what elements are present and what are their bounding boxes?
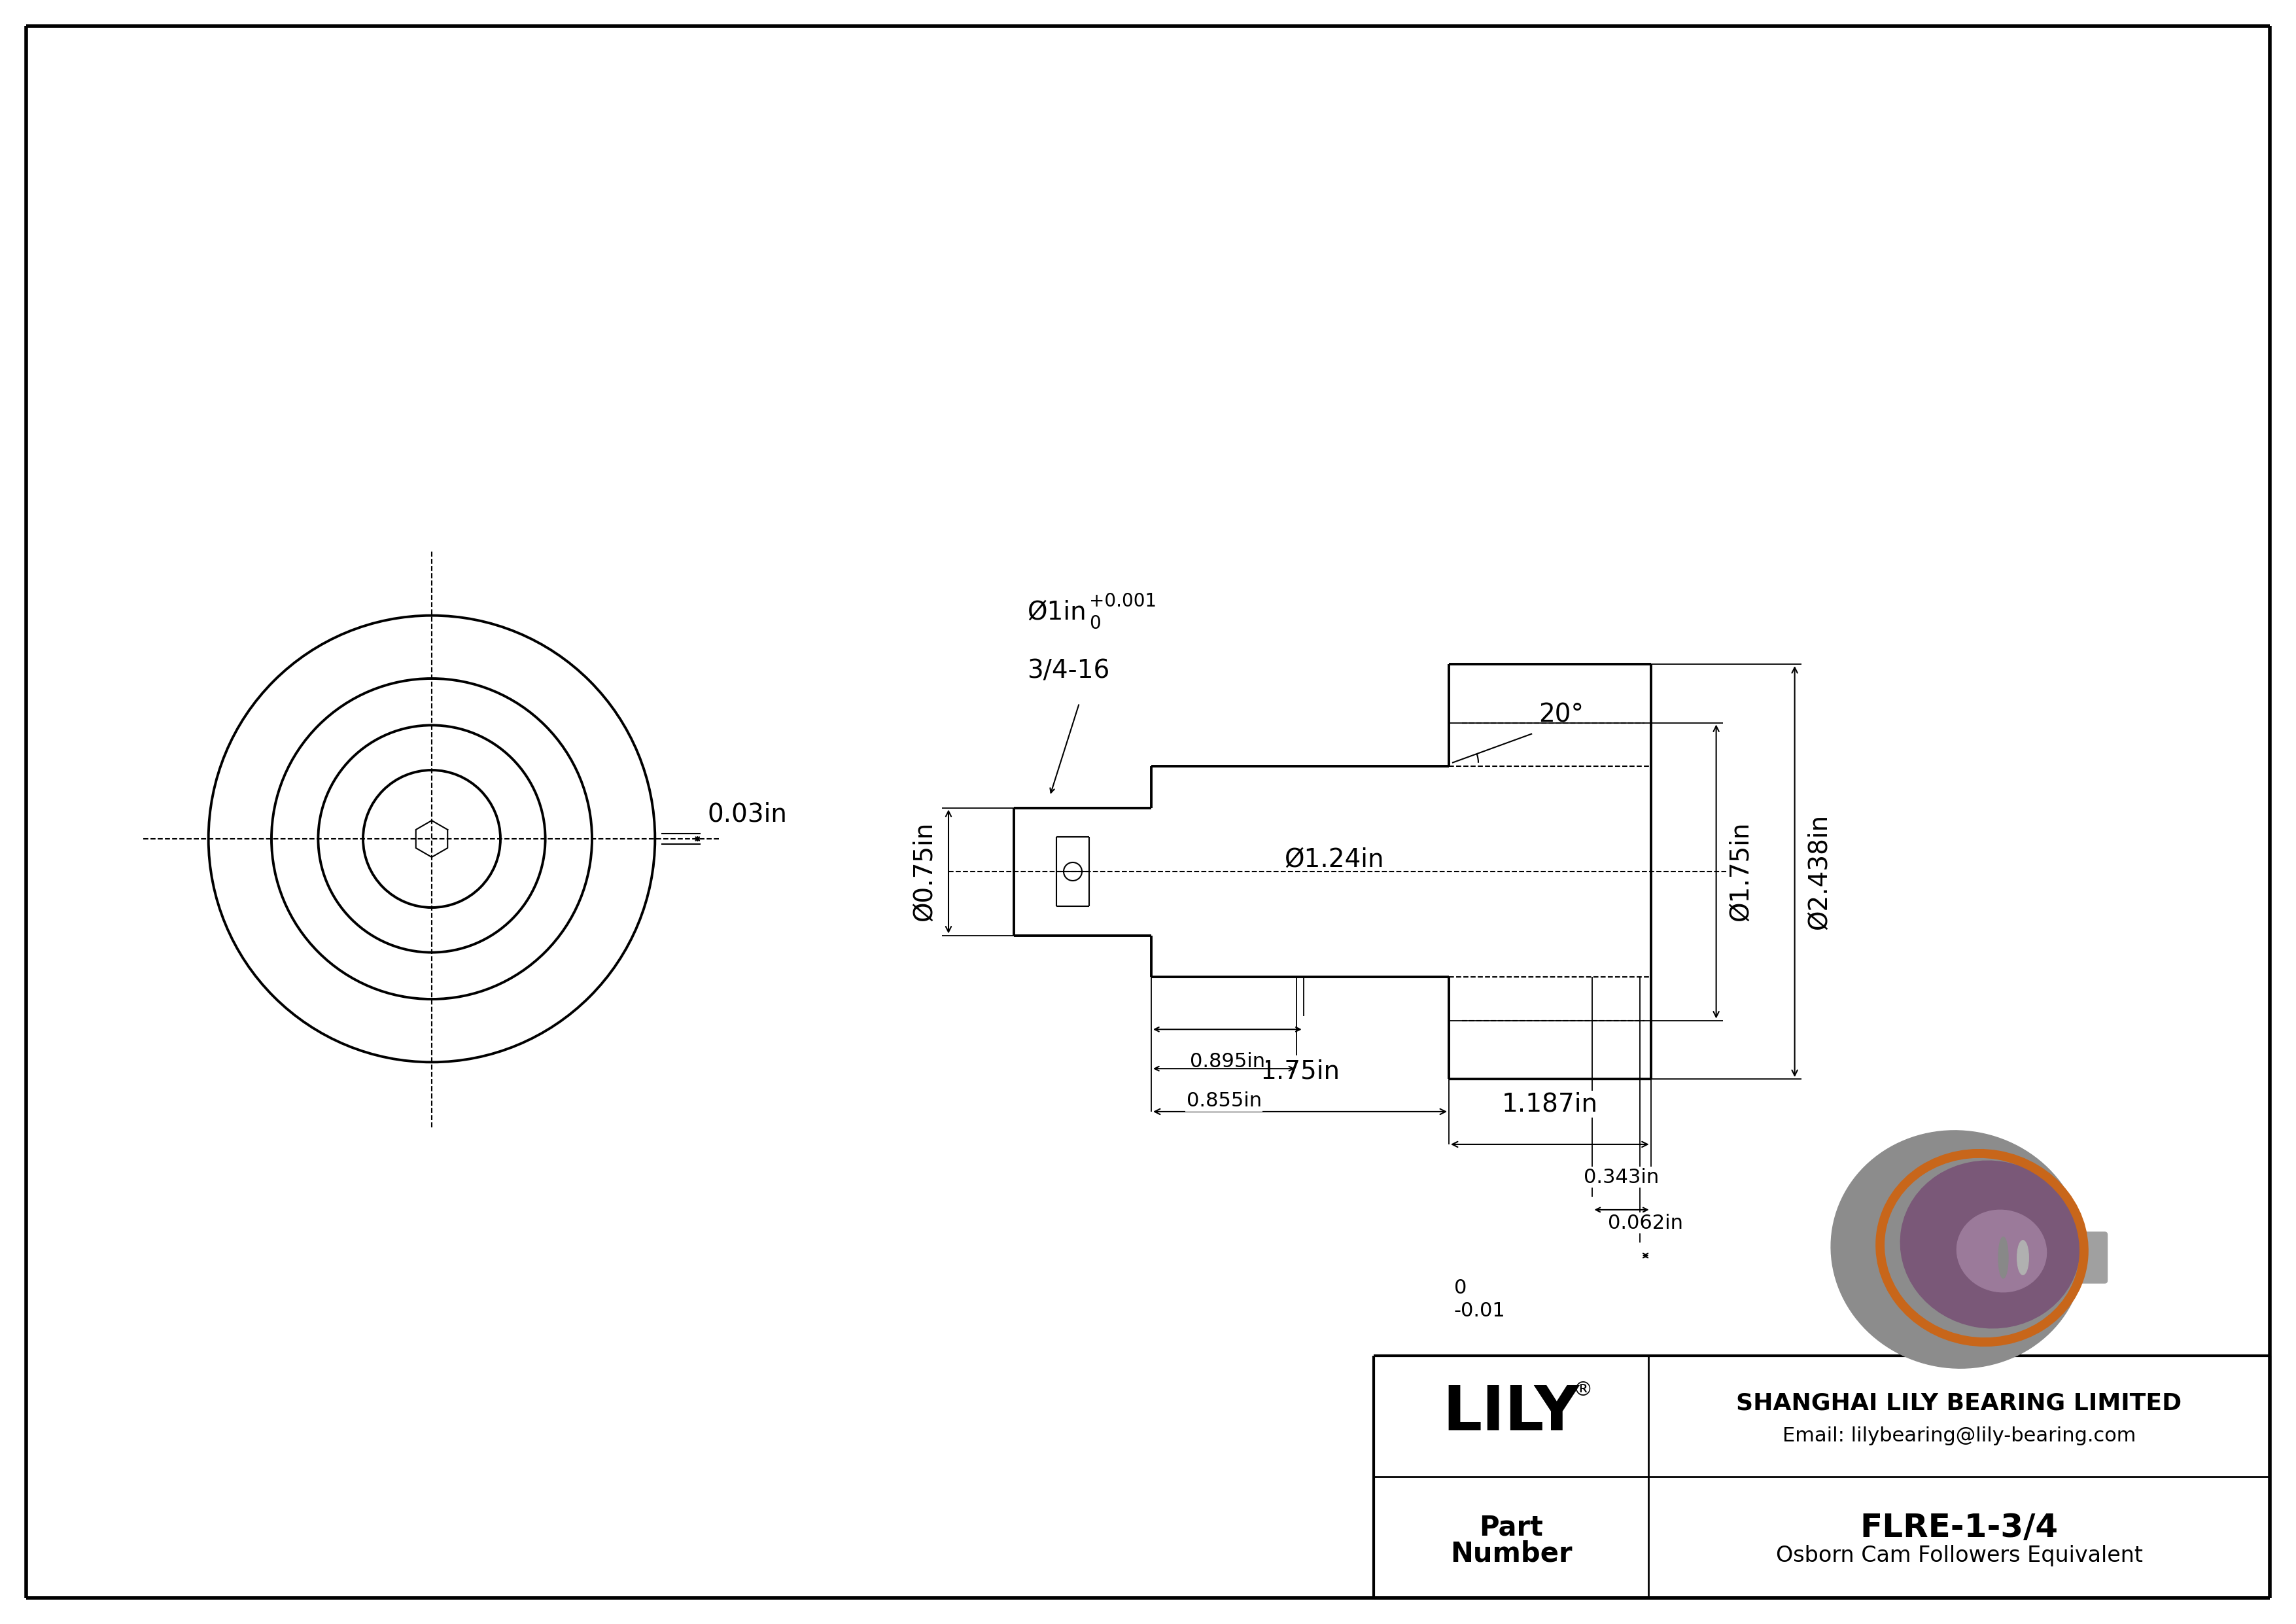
- Ellipse shape: [1830, 1130, 2085, 1369]
- Text: 0.062in: 0.062in: [1607, 1213, 1683, 1233]
- Ellipse shape: [2018, 1241, 2030, 1275]
- Text: Ø2.438in: Ø2.438in: [1807, 814, 1832, 929]
- Text: Ø0.75in: Ø0.75in: [912, 822, 937, 921]
- Text: 0: 0: [1453, 1278, 1467, 1298]
- Text: 0.343in: 0.343in: [1584, 1168, 1660, 1187]
- Text: Email: lilybearing@lily-bearing.com: Email: lilybearing@lily-bearing.com: [1782, 1426, 2135, 1445]
- Ellipse shape: [1998, 1237, 2009, 1278]
- Text: Osborn Cam Followers Equivalent: Osborn Cam Followers Equivalent: [1775, 1544, 2142, 1567]
- Text: 0.895in: 0.895in: [1189, 1052, 1265, 1072]
- FancyBboxPatch shape: [1915, 1233, 2108, 1283]
- Text: FLRE-1-3/4: FLRE-1-3/4: [1860, 1512, 2057, 1543]
- Text: Part: Part: [1479, 1514, 1543, 1541]
- Text: LILY: LILY: [1442, 1384, 1580, 1444]
- Text: SHANGHAI LILY BEARING LIMITED: SHANGHAI LILY BEARING LIMITED: [1736, 1392, 2181, 1415]
- Text: 1.75in: 1.75in: [1261, 1059, 1341, 1085]
- Ellipse shape: [1901, 1161, 2080, 1328]
- Text: 20°: 20°: [1538, 702, 1584, 728]
- Text: 0.03in: 0.03in: [707, 802, 788, 827]
- Text: +0.001: +0.001: [1088, 593, 1157, 611]
- Text: Ø1in: Ø1in: [1026, 599, 1086, 625]
- Text: -0.01: -0.01: [1453, 1302, 1506, 1320]
- Text: 3/4-16: 3/4-16: [1026, 659, 1109, 684]
- Text: Number: Number: [1451, 1540, 1573, 1567]
- Text: 1.187in: 1.187in: [1502, 1091, 1598, 1117]
- Text: Ø1.24in: Ø1.24in: [1283, 848, 1384, 872]
- Text: 0.855in: 0.855in: [1187, 1091, 1261, 1111]
- Ellipse shape: [1956, 1210, 2046, 1293]
- Text: 0: 0: [1088, 614, 1100, 633]
- Text: ®: ®: [1573, 1380, 1593, 1400]
- Text: Ø1.75in: Ø1.75in: [1729, 822, 1752, 921]
